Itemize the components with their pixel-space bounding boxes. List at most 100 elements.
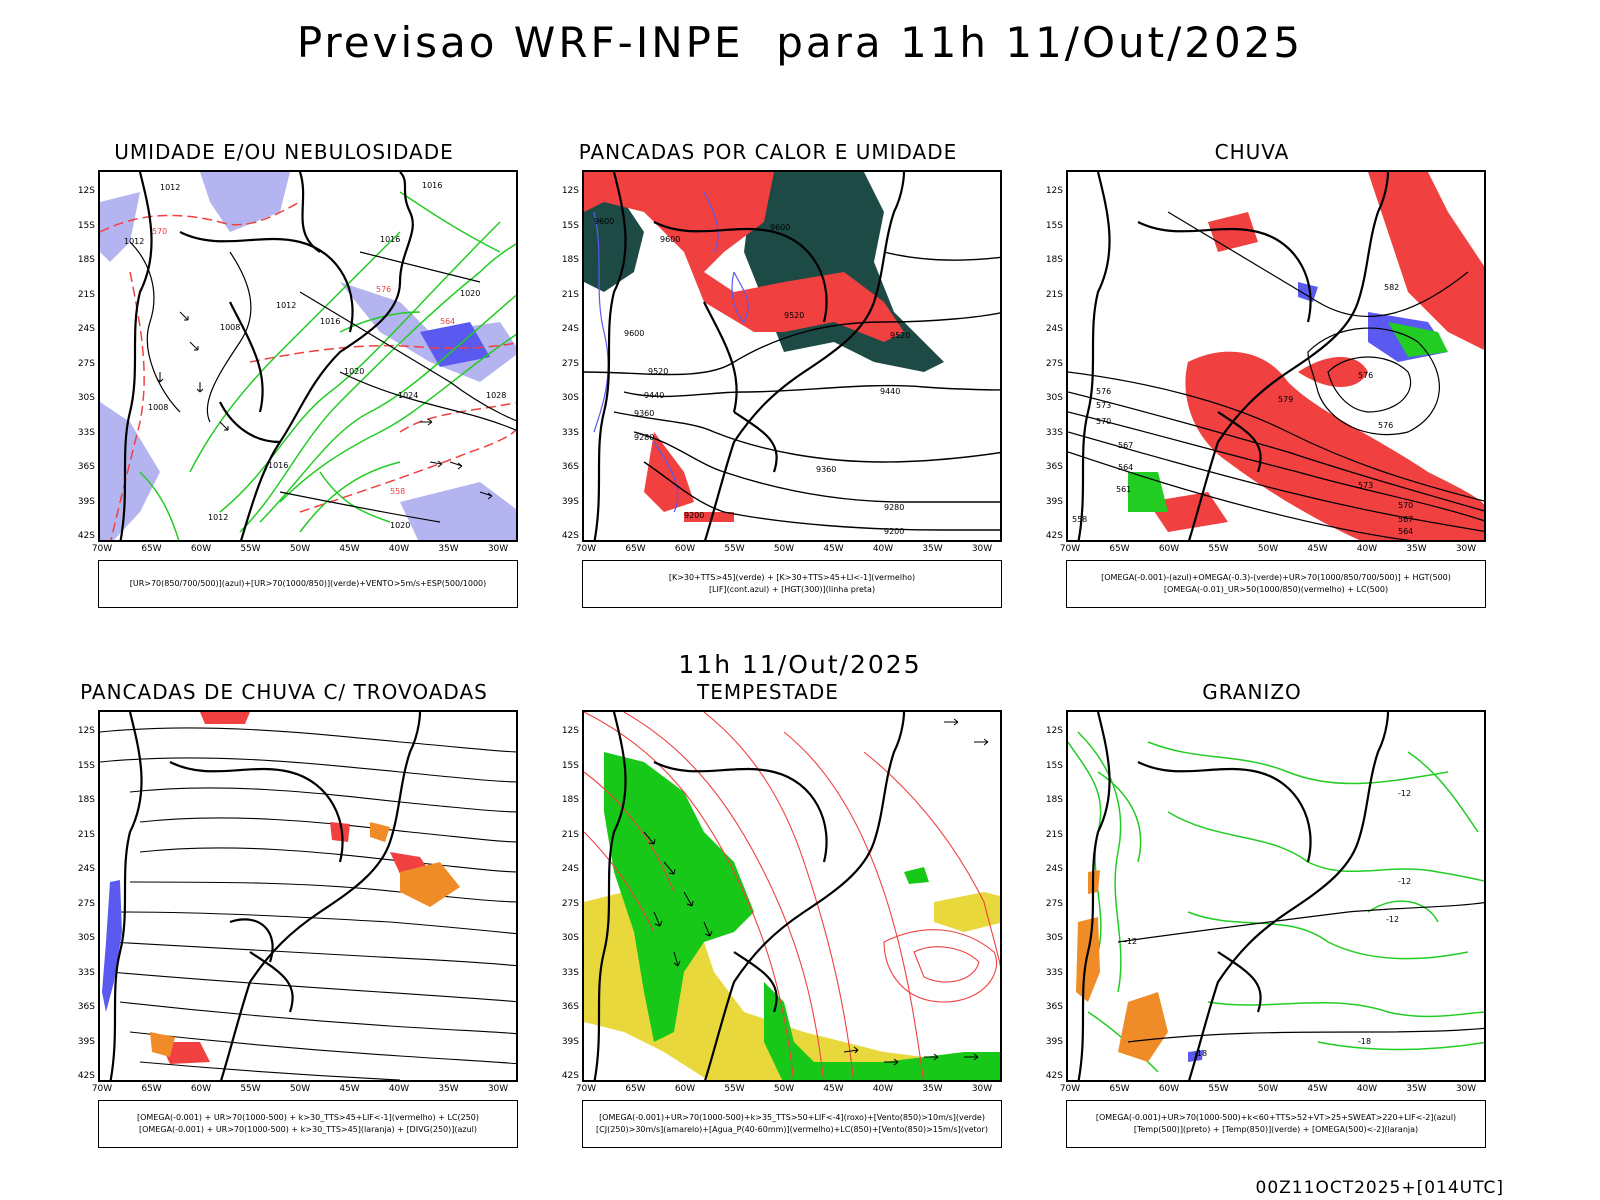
lat-tick-label: 36S	[77, 462, 95, 472]
lon-tick-label: 60W	[674, 544, 696, 554]
lat-tick-label: 12S	[77, 726, 95, 736]
contour-label: 1024	[398, 391, 418, 400]
map-trovoadas[interactable]	[98, 710, 518, 1082]
contour-label: 576	[1378, 421, 1393, 430]
lon-tick-label: 45W	[823, 544, 844, 554]
lon-tick-label: 45W	[1307, 1084, 1328, 1094]
lon-tick-label: 70W	[575, 1084, 597, 1094]
contour-label: 9600	[594, 217, 614, 226]
legend-box: [OMEGA(-0.001)+UR>70(1000-500)+k>35_TTS>…	[582, 1100, 1002, 1148]
coastline	[119, 172, 414, 540]
lat-tick-label: 15S	[1045, 220, 1063, 231]
contour-label: 1016	[320, 317, 340, 326]
map-chuva[interactable]: 576 573 570 567 564 579 576 576 582 573 …	[1066, 170, 1486, 542]
legend-line: [LIF](cont.azul) + [HGT(300)](linha pret…	[708, 585, 876, 594]
contour-label: 9520	[648, 367, 668, 376]
lat-tick-label: 30S	[561, 393, 579, 403]
lat-tick-label: 18S	[77, 255, 95, 265]
lat-tick-label: 12S	[561, 186, 579, 196]
legend-line: [OMEGA(-0.001)-(azul)+OMEGA(-0.3)-(verde…	[1101, 573, 1451, 582]
lat-tick-label: 18S	[77, 795, 95, 805]
lat-tick-label: 27S	[77, 358, 95, 369]
instability-red	[584, 172, 904, 522]
map-graphics: 576 573 570 567 564 579 576 576 582 573 …	[1068, 172, 1484, 540]
lon-tick-label: 35W	[922, 1084, 943, 1094]
lat-tick-label: 36S	[561, 462, 579, 472]
lon-tick-label: 45W	[1307, 544, 1328, 554]
contour-label: 9520	[890, 331, 910, 340]
lat-tick-label: 39S	[1045, 1036, 1063, 1047]
map-graphics: -12 -12 -12 -18 -18 -12	[1068, 712, 1484, 1080]
lat-tick-label: 27S	[561, 898, 579, 909]
contour-label: 9600	[660, 235, 680, 244]
lat-tick-label: 33S	[1045, 967, 1063, 978]
lon-tick-label: 40W	[1356, 1084, 1378, 1094]
lifted-index-blue	[593, 191, 749, 513]
lat-tick-label: 33S	[1045, 427, 1063, 438]
lat-tick-label: 24S	[561, 864, 579, 874]
lat-tick-label: 27S	[77, 898, 95, 909]
map-tempestade[interactable]	[582, 710, 1002, 1082]
contour-label: 564	[1398, 527, 1413, 536]
lat-tick-label: 18S	[561, 255, 579, 265]
contour-label: -12	[1386, 915, 1399, 924]
lat-tick-label: 30S	[77, 393, 95, 403]
map-umidade[interactable]: 1012 1016 1012 1016 1012 1016 1020 1008 …	[98, 170, 518, 542]
panel-title: PANCADAS POR CALOR E UMIDADE	[578, 140, 958, 164]
lon-tick-label: 30W	[487, 1084, 509, 1094]
contour-labels: -12 -12 -12 -18 -18 -12	[1124, 789, 1411, 1058]
lat-tick-label: 27S	[561, 358, 579, 369]
lat-tick-label: 39S	[561, 496, 579, 507]
lon-tick-label: 40W	[388, 544, 410, 554]
contour-label: -12	[1398, 877, 1411, 886]
run-timestamp: 00Z11OCT2025+[014UTC]	[1255, 1178, 1504, 1198]
legend-line: [K>30+TTS>45](verde) + [K>30+TTS>45+LI<-…	[668, 573, 916, 582]
height-contours	[584, 251, 1000, 531]
contour-label: 573	[1358, 481, 1373, 490]
panel-title: PANCADAS DE CHUVA C/ TROVOADAS	[80, 680, 488, 704]
lon-tick-label: 30W	[971, 544, 993, 554]
legend-box: [OMEGA(-0.001) + UR>70(1000-500) + k>30_…	[98, 1100, 518, 1148]
contour-labels: 576 573 570 567 564 579 576 576 582 573 …	[1072, 283, 1413, 536]
lon-tick-label: 35W	[1406, 544, 1427, 554]
wind-vectors	[643, 718, 989, 1066]
coastline	[1077, 712, 1390, 1080]
lon-tick-label: 60W	[190, 1084, 212, 1094]
contour-label: 579	[1278, 395, 1293, 404]
lon-tick-label: 35W	[922, 544, 943, 554]
contour-label: 1012	[208, 513, 228, 522]
lat-tick-label: 39S	[77, 1036, 95, 1047]
legend-box: [OMEGA(-0.001)-(azul)+OMEGA(-0.3)-(verde…	[1066, 560, 1486, 608]
rain-red	[1148, 172, 1484, 540]
lon-tick-label: 50W	[773, 1084, 795, 1094]
lat-tick-label: 42S	[1045, 531, 1063, 541]
lon-tick-label: 60W	[1158, 1084, 1180, 1094]
contour-label: 9280	[634, 433, 654, 442]
panel-title: TEMPESTADE	[697, 680, 839, 704]
contour-label: 564	[1118, 463, 1133, 472]
panel-chuva: CHUVA	[1017, 140, 1487, 640]
hail-orange	[1076, 870, 1168, 1062]
contour-label: 573	[1096, 401, 1111, 410]
lon-tick-label: 30W	[971, 1084, 993, 1094]
lat-tick-label: 24S	[77, 324, 95, 334]
contour-labels: 1012 1016 1012 1016 1012 1016 1020 1008 …	[124, 181, 506, 530]
lat-tick-label: 42S	[561, 531, 579, 541]
lon-tick-label: 45W	[339, 544, 360, 554]
lon-tick-label: 50W	[1257, 1084, 1279, 1094]
panel-title: CHUVA	[1214, 140, 1290, 164]
lat-tick-label: 30S	[561, 933, 579, 943]
lat-tick-label: 18S	[1045, 795, 1063, 805]
contour-label: 9200	[684, 511, 704, 520]
lon-tick-label: 30W	[1455, 544, 1477, 554]
contour-label: 1020	[390, 521, 410, 530]
contour-label: 9600	[624, 329, 644, 338]
map-pancadas-calor[interactable]: 9600 9600 9600 9520 9520 9600 9520 9440 …	[582, 170, 1002, 542]
map-granizo[interactable]: -12 -12 -12 -18 -18 -12	[1066, 710, 1486, 1082]
contour-label: -18	[1194, 1049, 1207, 1058]
lon-tick-label: 45W	[339, 1084, 360, 1094]
lon-tick-label: 65W	[141, 1084, 162, 1094]
lon-tick-label: 50W	[773, 544, 795, 554]
lat-tick-label: 12S	[561, 726, 579, 736]
lat-tick-label: 27S	[1045, 898, 1063, 909]
